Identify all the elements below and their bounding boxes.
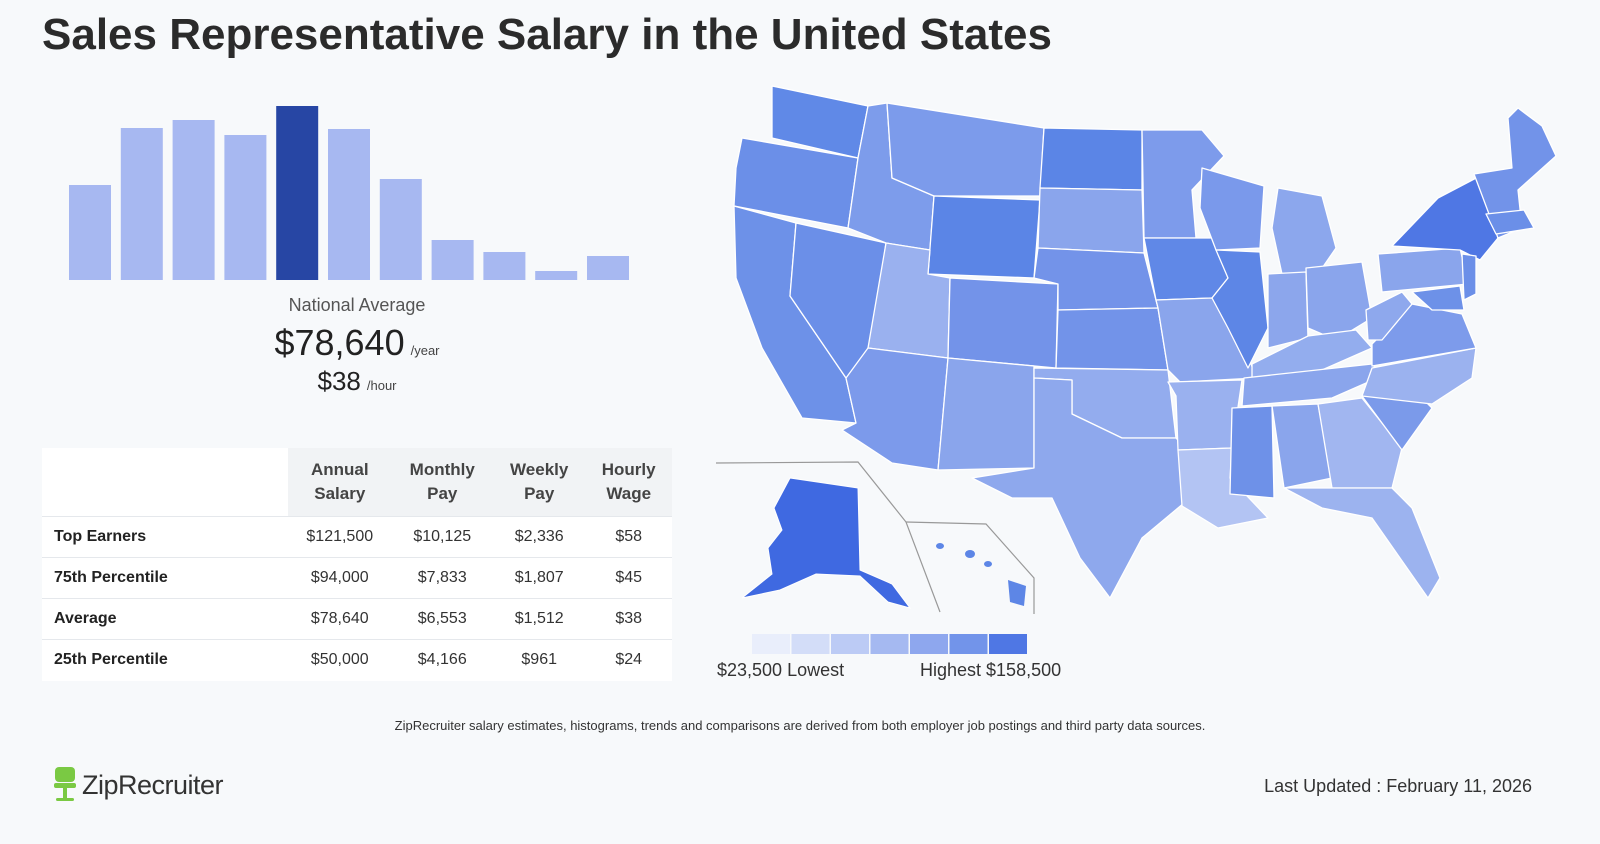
map-region-new-england [1473, 107, 1557, 239]
map-legend [752, 634, 1027, 654]
table-header-hourly: Hourly Wage [585, 448, 672, 517]
histogram-bar [276, 106, 319, 280]
map-region-massachusetts [1485, 209, 1535, 235]
map-region-maryland [1411, 285, 1465, 311]
map-region-mississippi [1229, 405, 1275, 499]
histogram-bar [431, 240, 474, 280]
legend-swatch [949, 634, 988, 654]
table-header-monthly: Monthly Pay [391, 448, 493, 517]
table-row: Top Earners $121,500 $10,125 $2,336 $58 [42, 516, 672, 558]
hourly-value: $38 [317, 366, 361, 396]
annual-unit: /year [410, 343, 440, 358]
histogram-bar [120, 128, 163, 280]
map-region-alaska [741, 477, 912, 609]
hawaii-inset-border [905, 521, 1035, 614]
table-cell: $78,640 [288, 598, 392, 640]
table-cell: $50,000 [288, 639, 392, 681]
table-header-annual: Annual Salary [288, 448, 392, 517]
table-header-weekly: Weekly Pay [492, 448, 586, 517]
map-region-colorado [947, 277, 1059, 369]
map-region-new-mexico [937, 357, 1035, 471]
table-cell: $121,500 [288, 516, 392, 558]
legend-swatch [831, 634, 869, 654]
map-region-tennessee [1241, 363, 1383, 407]
national-average-hourly: $38/hour [0, 366, 714, 397]
table-cell: $10,125 [391, 516, 493, 558]
legend-high-label: Highest $158,500 [920, 660, 1062, 680]
legend-swatch [989, 634, 1027, 654]
map-region-new-jersey [1461, 253, 1477, 301]
table-row: Average $78,640 $6,553 $1,512 $38 [42, 598, 672, 640]
chair-icon [54, 767, 76, 801]
map-region-wyoming [927, 195, 1041, 279]
map-region-michigan [1271, 187, 1337, 275]
table-cell: $38 [585, 598, 672, 640]
histogram-bar [483, 252, 526, 280]
table-header-row: Annual Salary Monthly Pay Weekly Pay Hourly… [42, 448, 672, 517]
legend-swatch [791, 634, 830, 654]
footnote: ZipRecruiter salary estimates, histogram… [394, 718, 1206, 733]
alaska-inset-border [715, 461, 941, 613]
map-region-georgia [1317, 397, 1403, 489]
salary-table: Annual Salary Monthly Pay Weekly Pay Hourly… [42, 448, 672, 681]
table-cell: $1,807 [492, 557, 586, 599]
map-region-north-dakota [1039, 127, 1143, 191]
map-region-wisconsin [1199, 167, 1265, 251]
logo-text: ZipRecruiter [82, 769, 224, 800]
legend-low-label: $23,500 Lowest [717, 660, 845, 680]
histogram-bar [69, 185, 111, 280]
map-region-arizona [841, 347, 949, 471]
legend-swatch [752, 634, 790, 654]
map-region-west-virginia [1365, 291, 1413, 341]
table-cell: $58 [585, 516, 672, 558]
national-average-annual: $78,640/year [0, 322, 714, 364]
table-cell: $2,336 [492, 516, 586, 558]
table-cell: $1,512 [492, 598, 586, 640]
map-region-kansas [1055, 307, 1169, 371]
map-region-ohio [1305, 261, 1373, 341]
table-cell: $961 [492, 639, 586, 681]
map-region-indiana [1267, 271, 1309, 349]
histogram-bar [379, 179, 422, 280]
map-region-florida [1283, 487, 1441, 599]
table-cell: $45 [585, 557, 672, 599]
us-salary-map [715, 85, 1557, 614]
histogram-bar [172, 120, 215, 280]
table-cell: $7,833 [391, 557, 493, 599]
table-row: 75th Percentile $94,000 $7,833 $1,807 $4… [42, 557, 672, 599]
table-cell: $6,553 [391, 598, 493, 640]
hourly-unit: /hour [366, 378, 397, 393]
row-label: 75th Percentile [42, 557, 288, 599]
legend-swatch [870, 634, 909, 654]
ziprecruiter-logo[interactable]: ZipRecruiter [52, 765, 224, 805]
table-cell: $24 [585, 639, 672, 681]
table-cell: $94,000 [288, 557, 392, 599]
legend-swatch [910, 634, 948, 654]
table-row: 25th Percentile $50,000 $4,166 $961 $24 [42, 639, 672, 681]
histogram-bar [587, 256, 629, 280]
map-region-hawaii [936, 543, 1026, 606]
row-label: Top Earners [42, 516, 288, 558]
row-label: Average [42, 598, 288, 640]
map-region-oregon [733, 137, 859, 229]
histogram-bar [224, 135, 267, 280]
page-title: Sales Representative Salary in the Unite… [42, 10, 1052, 59]
histogram-bar [535, 271, 578, 280]
row-label: 25th Percentile [42, 639, 288, 681]
national-average-label: National Average [288, 295, 426, 315]
map-region-south-dakota [1037, 187, 1145, 254]
salary-histogram [69, 106, 629, 280]
map-region-texas [971, 377, 1193, 599]
last-updated: Last Updated : February 11, 2026 [1264, 776, 1532, 796]
map-region-montana [886, 102, 1045, 197]
annual-value: $78,640 [274, 322, 405, 363]
histogram-bar [328, 129, 370, 280]
map-region-illinois [1211, 249, 1269, 369]
table-header-blank [42, 448, 288, 517]
table-cell: $4,166 [391, 639, 493, 681]
map-region-pennsylvania [1377, 247, 1469, 293]
